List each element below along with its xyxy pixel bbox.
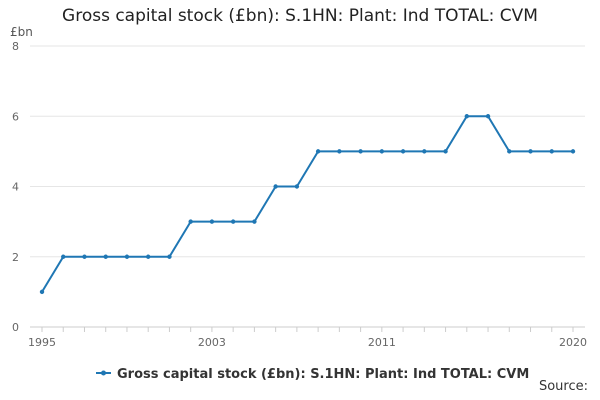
data-point[interactable] (400, 149, 406, 154)
data-point[interactable] (485, 114, 491, 119)
data-point[interactable] (230, 219, 236, 224)
data-point[interactable] (61, 254, 66, 259)
gridlines (30, 45, 585, 258)
data-point[interactable] (103, 254, 108, 259)
data-point[interactable] (422, 149, 427, 154)
y-tick-label: 6 (12, 110, 19, 123)
y-axis-title: £bn (10, 25, 33, 39)
data-point[interactable] (507, 149, 512, 154)
source-label: Source: (538, 379, 588, 394)
x-tick-label: 2011 (368, 336, 396, 349)
x-tick-label: 2020 (559, 336, 587, 349)
data-point[interactable] (294, 184, 300, 189)
axes: £bn 0 2 4 6 8 1995 2003 2011 2020 (10, 25, 587, 349)
data-point[interactable] (188, 219, 193, 224)
legend[interactable]: Gross capital stock (£bn): S.1HN: Plant:… (96, 367, 529, 382)
data-point[interactable] (39, 289, 45, 295)
data-point[interactable] (379, 149, 385, 154)
data-point[interactable] (146, 254, 151, 259)
legend-label[interactable]: Gross capital stock (£bn): S.1HN: Plant:… (117, 367, 529, 382)
series-line (41, 115, 573, 293)
data-point[interactable] (273, 184, 278, 189)
y-tick-label: 8 (12, 40, 19, 53)
x-tick-label: 2003 (198, 336, 226, 349)
data-point[interactable] (124, 254, 130, 259)
data-point[interactable] (315, 149, 321, 154)
data-point[interactable] (337, 149, 342, 154)
chart-title: Gross capital stock (£bn): S.1HN: Plant:… (62, 6, 538, 26)
x-tick-label: 1995 (28, 336, 56, 349)
data-point[interactable] (570, 149, 576, 154)
data-point[interactable] (252, 219, 257, 224)
data-point[interactable] (209, 219, 215, 224)
data-point[interactable] (167, 254, 172, 259)
data-point[interactable] (549, 149, 554, 154)
y-tick-label: 2 (12, 251, 19, 264)
data-point[interactable] (443, 149, 448, 154)
legend-marker-icon (101, 370, 106, 376)
data-point[interactable] (358, 149, 363, 154)
data-point[interactable] (464, 114, 469, 119)
y-tick-label: 4 (12, 181, 19, 194)
data-point[interactable] (82, 254, 87, 259)
series-layer (39, 114, 576, 295)
data-point[interactable] (528, 149, 533, 154)
y-tick-label: 0 (12, 321, 19, 334)
